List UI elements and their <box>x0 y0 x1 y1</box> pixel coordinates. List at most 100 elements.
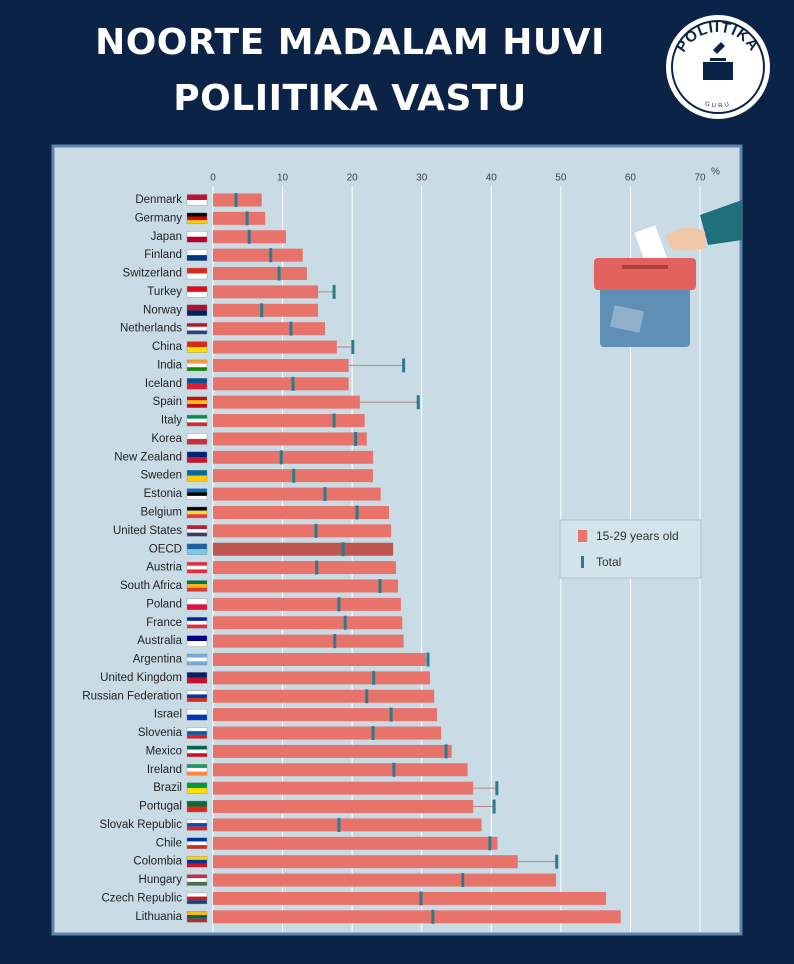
flag-stripe <box>187 367 207 371</box>
flag-stripe <box>187 587 207 592</box>
x-tick-label: 0 <box>210 173 216 184</box>
flag-stripe <box>187 273 207 280</box>
plot: 0 10 20 30 40 50 60 70% Denmark Germany Japan Finla… <box>82 167 720 932</box>
total-marker <box>277 266 281 281</box>
category-label: Korea <box>151 433 182 445</box>
flag-stripe <box>187 543 207 550</box>
bar <box>213 616 403 630</box>
total-marker <box>333 634 337 649</box>
category-label: Australia <box>137 635 182 647</box>
flag-border <box>186 800 208 813</box>
bar <box>213 303 319 317</box>
x-tick-label: 60 <box>625 173 637 184</box>
flag-stripe <box>187 268 207 274</box>
category-label: Finland <box>144 249 182 261</box>
category-label: Portugal <box>139 801 182 813</box>
bar <box>213 579 399 593</box>
total-marker <box>337 597 341 612</box>
flag-stripe <box>187 641 207 647</box>
flag-stripe <box>187 532 207 537</box>
category-label: OECD <box>149 543 182 555</box>
total-marker <box>419 891 423 906</box>
category-label: Turkey <box>147 286 182 298</box>
category-label: United States <box>113 525 182 537</box>
category-label: Estonia <box>144 488 183 500</box>
flag-border <box>186 212 208 225</box>
bar <box>213 432 367 446</box>
category-label: China <box>152 341 183 353</box>
category-label: Hungary <box>139 874 183 886</box>
flag-border <box>186 782 208 794</box>
total-marker <box>234 193 238 207</box>
category-label: South Africa <box>120 580 183 592</box>
bar <box>213 450 374 464</box>
flag-border <box>186 764 208 776</box>
flag-stripe <box>187 878 207 882</box>
logo-ballot <box>713 42 725 54</box>
flag-stripe <box>187 767 207 772</box>
flag-stripe <box>187 698 207 702</box>
flag-stripe <box>187 914 207 919</box>
flag-stripe <box>187 654 207 658</box>
flag-stripe <box>187 841 207 846</box>
bar <box>213 689 435 703</box>
category-label: Czech Republic <box>101 892 182 904</box>
total-marker <box>289 321 293 336</box>
total-marker <box>291 376 295 391</box>
flag-border <box>186 892 208 905</box>
flag-stripe <box>187 194 207 200</box>
category-label: United Kingdom <box>100 672 182 684</box>
logo-ring <box>671 20 765 114</box>
flag-border <box>186 874 208 886</box>
bar <box>213 744 452 758</box>
legend-label: 15-29 years old <box>596 529 679 543</box>
flag-stripe <box>187 220 207 224</box>
flag-border <box>186 525 208 537</box>
flag-border <box>186 672 208 684</box>
bar <box>213 358 349 372</box>
bar <box>213 855 518 869</box>
category-label: Norway <box>143 304 182 316</box>
flag-border <box>186 322 208 335</box>
box-lid <box>594 258 696 290</box>
total-marker <box>315 560 319 575</box>
category-label: Russian Federation <box>82 690 182 702</box>
bar <box>213 561 396 575</box>
flag-stripe <box>187 734 207 739</box>
total-marker <box>365 689 369 704</box>
flag-stripe <box>187 753 207 757</box>
flag-stripe <box>187 433 207 439</box>
flag-stripe <box>187 378 207 384</box>
category-label: India <box>157 359 183 371</box>
bar <box>213 322 326 336</box>
flag-stripe <box>187 451 207 458</box>
flag-border <box>186 690 208 702</box>
flag-stripe <box>187 580 207 585</box>
flag-border <box>186 488 208 500</box>
total-marker <box>488 836 492 851</box>
category-label: France <box>146 617 182 629</box>
total-marker <box>416 395 420 410</box>
total-marker <box>292 468 296 483</box>
box-slot <box>622 265 668 269</box>
flag-stripe <box>187 624 207 629</box>
flag-border <box>186 543 208 555</box>
category-label: Switzerland <box>123 268 182 280</box>
x-tick-label: 10 <box>277 173 289 184</box>
flag-stripe <box>187 569 207 574</box>
flag-stripe <box>187 286 207 292</box>
flag-stripe <box>187 801 207 807</box>
flag-border <box>186 341 208 353</box>
flag-stripe <box>187 806 207 813</box>
flag-stripe <box>187 771 207 776</box>
flag-border <box>186 819 208 831</box>
flag-stripe <box>187 249 207 256</box>
category-label: Iceland <box>145 378 182 390</box>
total-marker <box>355 505 359 520</box>
flag-stripe <box>187 475 207 482</box>
flag-stripe <box>187 859 207 864</box>
bar <box>213 671 431 685</box>
flag-stripe <box>187 819 207 824</box>
total-marker <box>371 726 375 741</box>
ballot-paper <box>634 225 668 267</box>
